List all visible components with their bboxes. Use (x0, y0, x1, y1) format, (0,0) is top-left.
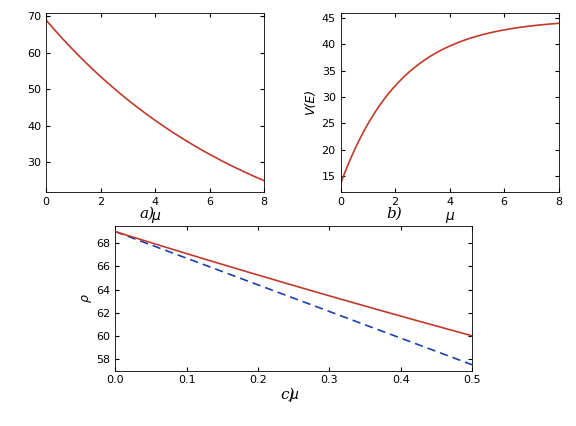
Text: b): b) (386, 207, 403, 221)
Text: a): a) (139, 207, 154, 221)
X-axis label: μ: μ (445, 209, 454, 223)
Y-axis label: ρ: ρ (79, 294, 92, 302)
Y-axis label: V(E): V(E) (305, 89, 317, 115)
X-axis label: μ: μ (289, 388, 298, 402)
X-axis label: μ: μ (151, 209, 160, 223)
Text: c): c) (281, 388, 295, 402)
